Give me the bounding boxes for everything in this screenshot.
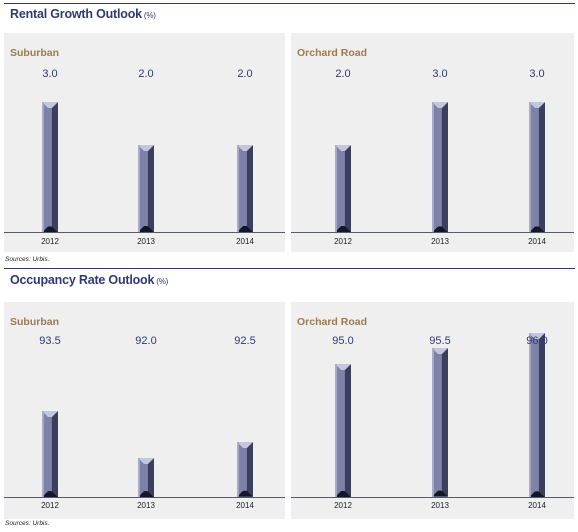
- chart-bar: [335, 363, 351, 497]
- chart-bar: [237, 442, 253, 497]
- data-label: 92.0: [135, 335, 157, 347]
- axis-baseline: [4, 232, 285, 233]
- axis-baseline: [4, 497, 285, 498]
- data-label: 2.0: [335, 68, 351, 80]
- x-tick-label: 2014: [236, 237, 254, 246]
- occupancy-rate-unit: (%): [156, 277, 169, 286]
- data-label: 95.5: [429, 335, 451, 347]
- panel-title-rental-orchard: Orchard Road: [297, 47, 368, 59]
- rental-growth-unit: (%): [143, 11, 156, 20]
- chart-bar: [42, 101, 58, 232]
- chart-bar: [42, 410, 58, 497]
- x-tick-label: 2014: [528, 237, 546, 246]
- chart-bar: [138, 457, 154, 497]
- axis-baseline: [291, 497, 574, 498]
- axis-baseline: [291, 232, 574, 233]
- data-label: 96.0: [526, 335, 548, 347]
- occupancy-rate-title: Occupancy Rate Outlook (%): [10, 273, 168, 287]
- data-label: 3.0: [432, 68, 448, 80]
- section-top-rule: [4, 3, 575, 4]
- data-label: 2.0: [138, 68, 154, 80]
- chart-bar: [432, 348, 448, 497]
- chart-bar: [432, 101, 448, 232]
- x-tick-label: 2012: [334, 237, 352, 246]
- x-tick-label: 2013: [431, 237, 449, 246]
- data-label: 2.0: [237, 68, 253, 80]
- rental-growth-source: Sources: Urbis.: [5, 256, 50, 263]
- chart-bar: [529, 101, 545, 232]
- chart-bar: [529, 332, 545, 497]
- rental-growth-title-text: Rental Growth Outlook: [10, 7, 142, 21]
- section-top-rule: [4, 268, 575, 269]
- occupancy-rate-title-text: Occupancy Rate Outlook: [10, 273, 155, 287]
- x-tick-label: 2013: [137, 237, 155, 246]
- x-tick-label: 2014: [528, 501, 546, 510]
- x-tick-label: 2014: [236, 501, 254, 510]
- rental-growth-title: Rental Growth Outlook (%): [10, 7, 156, 21]
- panel-title-occupancy-orchard: Orchard Road: [297, 316, 368, 328]
- chart-bar: [138, 145, 154, 232]
- x-tick-label: 2012: [41, 501, 59, 510]
- panel-title-rental-suburban: Suburban: [10, 47, 59, 59]
- x-tick-label: 2012: [41, 237, 59, 246]
- data-label: 93.5: [39, 335, 61, 347]
- data-label: 92.5: [234, 335, 256, 347]
- data-label: 95.0: [332, 335, 354, 347]
- occupancy-rate-section: Occupancy Rate Outlook (%) Suburban Orcha…: [0, 268, 578, 532]
- rental-growth-section: Rental Growth Outlook (%) Suburban Orchar…: [4, 3, 575, 263]
- data-label: 3.0: [42, 68, 58, 80]
- x-tick-label: 2013: [137, 501, 155, 510]
- x-tick-label: 2013: [431, 501, 449, 510]
- chart-bar: [237, 145, 253, 232]
- x-tick-label: 2012: [334, 501, 352, 510]
- panel-title-occupancy-suburban: Suburban: [10, 316, 59, 328]
- chart-bar: [335, 145, 351, 232]
- occupancy-rate-source: Sources: Urbis.: [5, 520, 50, 527]
- data-label: 3.0: [529, 68, 545, 80]
